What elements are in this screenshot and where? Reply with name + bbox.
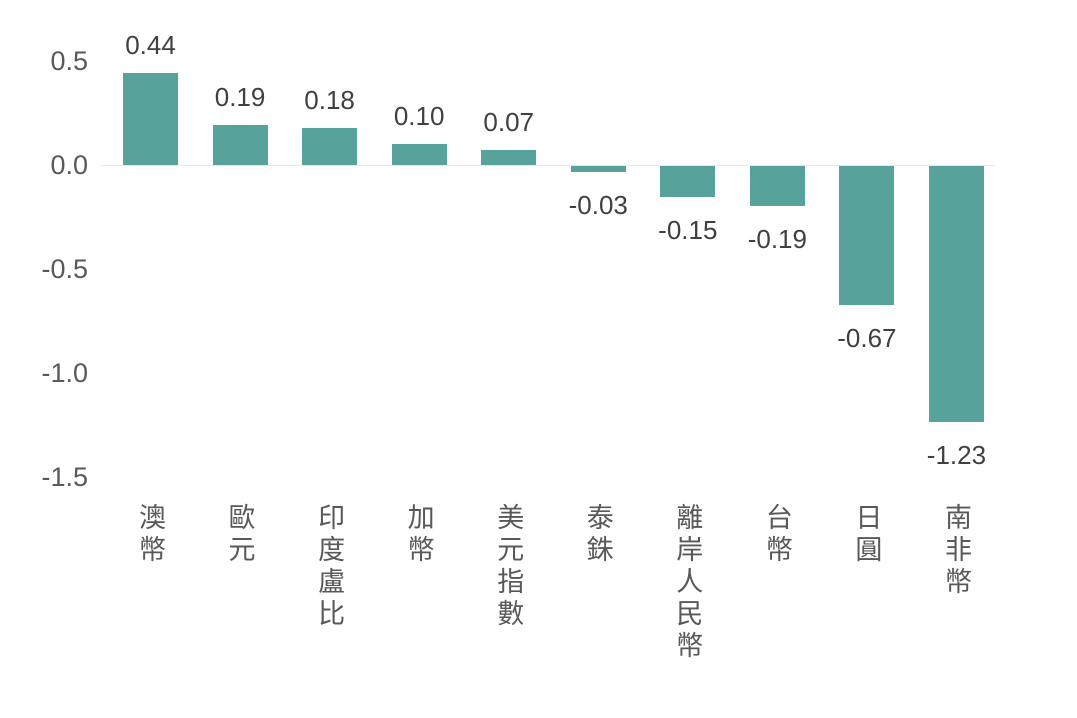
data-label-3: 0.10 [393, 101, 445, 132]
y-tick-label: 0.5 [50, 46, 88, 76]
category-label-3: 加幣 [403, 503, 434, 567]
bar-7 [749, 166, 805, 206]
data-label-0: 0.44 [125, 30, 176, 61]
data-label-8: -0.67 [837, 323, 897, 354]
category-label-5: 泰銖 [582, 503, 613, 567]
bar-3 [391, 144, 447, 165]
data-label-5: -0.03 [568, 190, 628, 221]
y-tick-label: 0.0 [50, 150, 88, 180]
bar-2 [302, 127, 358, 165]
bar-5 [570, 166, 626, 173]
category-label-8: 日圓 [851, 503, 882, 567]
zero-axis-line [100, 165, 995, 166]
y-tick-label: -1.0 [41, 358, 88, 388]
category-label-7: 台幣 [761, 503, 792, 567]
bar-1 [212, 125, 268, 165]
bar-9 [928, 166, 984, 422]
data-label-7: -0.19 [747, 223, 807, 254]
category-label-1: 歐元 [224, 503, 255, 567]
data-label-2: 0.18 [304, 84, 355, 115]
category-label-6: 離岸人民幣 [672, 503, 703, 663]
y-tick-label: -1.5 [41, 462, 88, 492]
bar-4 [481, 150, 537, 165]
data-label-1: 0.19 [214, 82, 266, 113]
bar-6 [660, 166, 716, 198]
bar-0 [123, 73, 178, 165]
bar-8 [839, 166, 895, 306]
data-label-9: -1.23 [926, 439, 987, 470]
data-label-4: 0.07 [483, 107, 534, 138]
category-label-0: 澳幣 [135, 503, 165, 567]
y-tick-label: -0.5 [41, 254, 88, 284]
category-label-4: 美元指數 [493, 503, 524, 631]
category-label-2: 印度盧比 [314, 503, 345, 631]
data-label-6: -0.15 [658, 215, 718, 246]
category-label-9: 南非幣 [940, 503, 971, 599]
